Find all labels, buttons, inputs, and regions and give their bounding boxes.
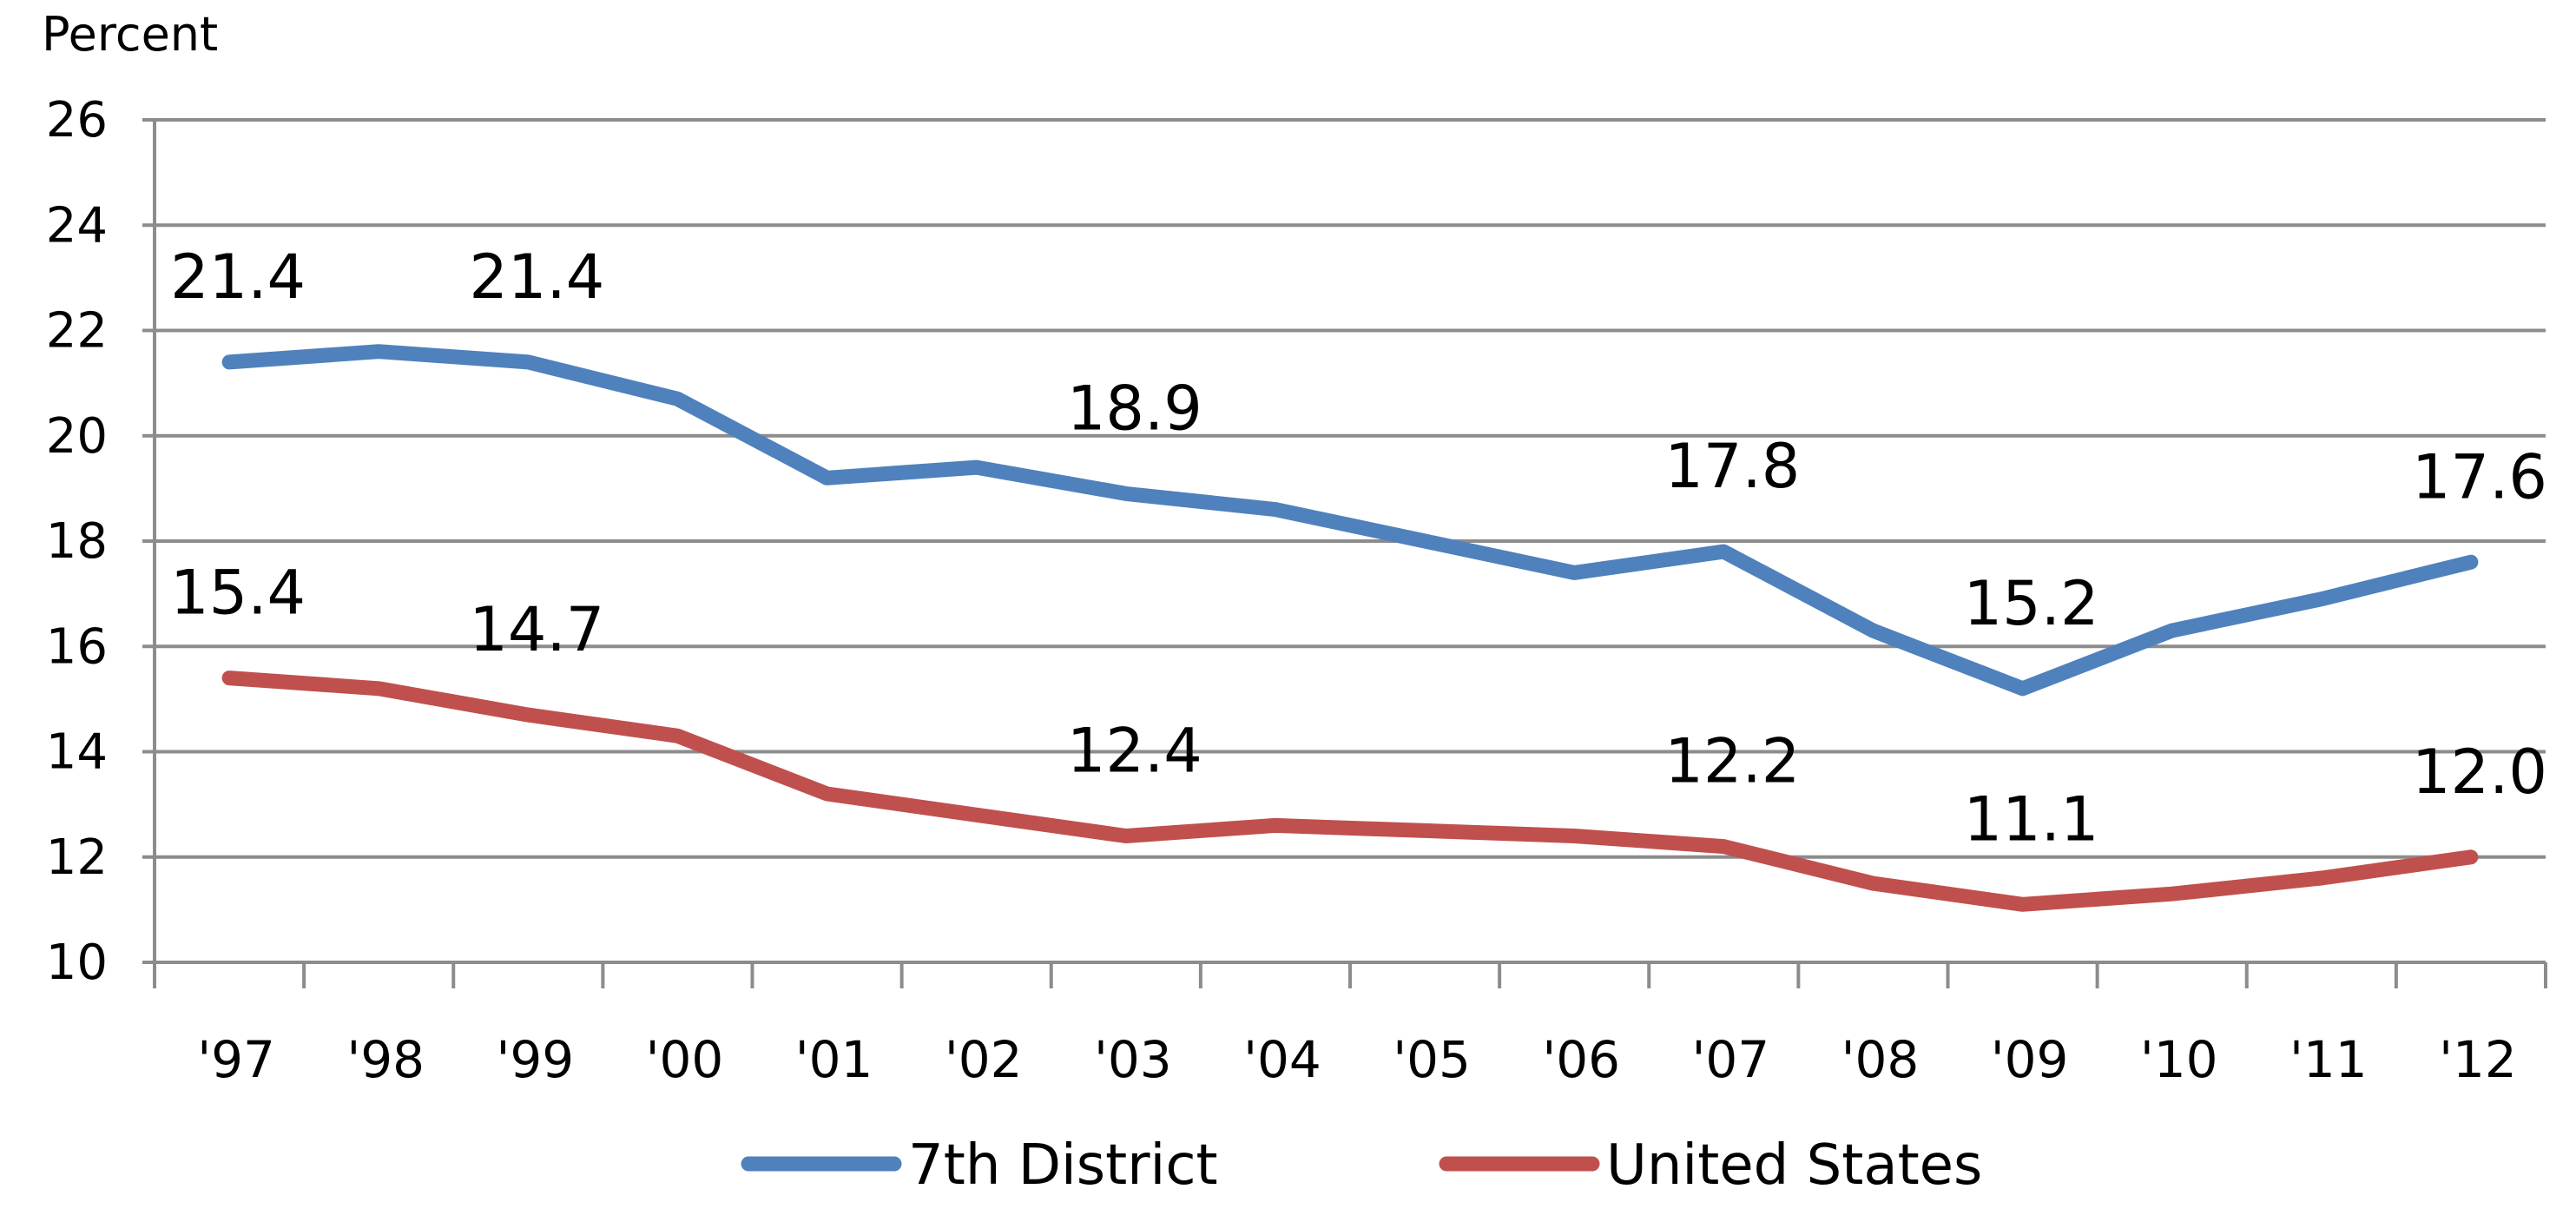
data-label: 21.4	[170, 241, 306, 313]
series-lines	[221, 344, 2479, 912]
data-label: 12.2	[1664, 726, 1800, 797]
legend-label: 7th District	[908, 1133, 1218, 1198]
x-tick-label: '11	[2289, 1030, 2368, 1089]
x-tick-label: '01	[795, 1030, 873, 1089]
data-label: 17.8	[1664, 431, 1800, 502]
x-tick-label: '08	[1841, 1030, 1920, 1089]
x-tick-label: '09	[1991, 1030, 2069, 1089]
x-tick-label: '97	[197, 1030, 275, 1089]
y-tick-label: 12	[46, 829, 108, 886]
x-tick-label: '05	[1393, 1030, 1471, 1089]
y-tick-label: 22	[46, 303, 108, 360]
series-line	[221, 671, 2479, 912]
data-label: 12.0	[2412, 737, 2547, 808]
y-tick-label: 10	[46, 935, 108, 991]
y-tick-label: 14	[46, 724, 108, 781]
data-label: 14.7	[469, 594, 604, 665]
series-line	[221, 344, 2479, 697]
x-tick-label: '98	[346, 1030, 425, 1089]
data-label: 17.6	[2412, 441, 2547, 512]
data-label: 12.4	[1067, 716, 1202, 787]
x-tick-label: '02	[945, 1030, 1023, 1089]
x-tick-label: '03	[1094, 1030, 1172, 1089]
legend-label: United States	[1606, 1133, 1982, 1198]
data-label: 18.9	[1067, 373, 1202, 444]
x-tick-label: '10	[2140, 1030, 2218, 1089]
x-tick-label: '06	[1542, 1030, 1620, 1089]
data-label: 15.4	[170, 558, 306, 629]
legend: 7th District United States	[741, 1133, 1982, 1198]
x-tick-label: '07	[1691, 1030, 1769, 1089]
data-label: 21.4	[469, 241, 604, 313]
x-tick-label: '04	[1243, 1030, 1321, 1089]
y-tick-labels: 10 12 14 16 18 20 22 24 26	[46, 92, 108, 991]
data-label: 15.2	[1964, 568, 2099, 639]
x-axis: '97 '98 '99 '00 '01 '02 '03 '04 '05 '06 '07 '08 '09 '…	[153, 962, 2547, 1089]
y-axis-title: Percent	[42, 7, 218, 62]
y-tick-label: 16	[46, 618, 108, 675]
x-tick-label: '12	[2439, 1030, 2517, 1089]
y-tick-label: 24	[46, 197, 108, 254]
y-tick-label: 18	[46, 513, 108, 570]
x-tick-label: '00	[646, 1030, 724, 1089]
data-label: 11.1	[1964, 783, 2099, 855]
y-tick-label: 26	[46, 92, 108, 149]
data-labels: 21.4 21.4 18.9 17.8 15.2 17.6 15.4 14.7 12.4 12.2…	[170, 241, 2547, 855]
x-tick-label: '99	[496, 1030, 574, 1089]
grid-lines	[142, 118, 2546, 964]
y-tick-label: 20	[46, 408, 108, 465]
